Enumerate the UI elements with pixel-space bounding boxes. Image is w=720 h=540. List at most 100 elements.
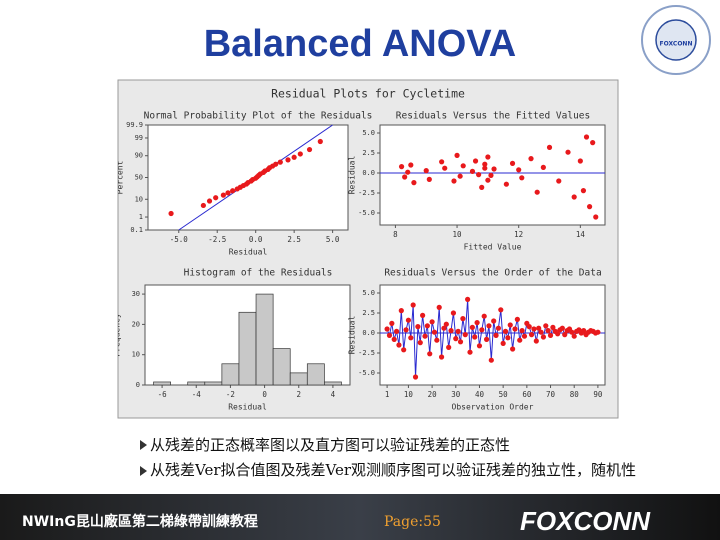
point	[479, 327, 485, 333]
bar	[238, 311, 257, 386]
y-tick-label: 0	[136, 381, 140, 389]
point	[583, 134, 590, 140]
point	[465, 296, 471, 302]
point	[528, 332, 535, 338]
x-tick-label: 1	[385, 390, 390, 399]
x-tick-label: 60	[522, 390, 532, 399]
point	[450, 310, 457, 316]
point	[200, 202, 206, 209]
point	[411, 180, 417, 186]
point	[457, 339, 464, 345]
point	[531, 326, 537, 332]
point	[488, 172, 494, 178]
x-tick-label: -4	[192, 390, 202, 399]
point	[565, 149, 571, 155]
point	[517, 337, 523, 343]
point	[482, 161, 488, 167]
point	[493, 332, 499, 338]
point	[571, 194, 577, 200]
slide-title: Balanced ANOVA	[204, 23, 517, 65]
point	[462, 332, 468, 338]
point	[415, 324, 421, 330]
point	[291, 154, 297, 160]
point	[403, 327, 409, 333]
y-tick-label: 30	[132, 290, 140, 298]
footer-page: Page:55	[384, 514, 441, 530]
point	[472, 334, 478, 340]
point	[393, 328, 400, 334]
point	[547, 332, 554, 338]
point	[512, 326, 518, 332]
x-tick-label: 2.5	[287, 235, 301, 244]
point	[595, 329, 601, 335]
y-tick-label: 0.1	[130, 226, 143, 234]
x-tick-label: 2	[296, 390, 301, 399]
point	[546, 144, 553, 150]
bullets: 从残差的正态概率图以及直方图可以验证残差的正态性 从残差Ver拟合值图及残差Ve…	[140, 436, 636, 479]
point	[528, 156, 534, 162]
bar	[255, 293, 274, 386]
point	[391, 336, 397, 342]
y-tick-label: 10	[132, 351, 140, 359]
x-tick-label: -2.5	[208, 235, 226, 244]
point	[507, 322, 513, 328]
chart: Residuals Versus the Order of the Data Ob…	[348, 268, 606, 412]
x-tick-label: -6	[158, 390, 168, 399]
point	[516, 167, 522, 173]
point	[509, 160, 516, 166]
point	[538, 329, 544, 335]
point	[434, 337, 440, 343]
point	[396, 342, 402, 348]
bullet-arrow	[140, 440, 147, 450]
point	[590, 140, 596, 146]
point	[485, 177, 491, 183]
point	[479, 184, 485, 190]
chart-title: Histogram of the Residuals	[184, 268, 333, 279]
point	[455, 328, 461, 334]
point	[446, 344, 452, 350]
point	[502, 328, 509, 334]
point	[550, 324, 556, 330]
figure-title: Residual Plots for Cycletime	[271, 87, 465, 101]
chart-title: Normal Probability Plot of the Residuals	[144, 111, 373, 122]
bar	[272, 348, 291, 386]
chart-title: Residuals Versus the Fitted Values	[396, 111, 590, 122]
plot-area	[147, 124, 349, 231]
point	[448, 328, 454, 334]
y-tick-label: 0.0	[362, 329, 375, 337]
point	[519, 328, 525, 334]
point	[543, 323, 549, 329]
y-axis-label: Residual	[348, 316, 357, 355]
point	[562, 332, 568, 338]
point	[483, 336, 490, 342]
x-tick-label: 4	[331, 390, 336, 399]
point	[389, 320, 395, 326]
chart: Residuals Versus the Fitted Values Fitted…	[348, 111, 606, 252]
chart-title: Residuals Versus the Order of the Data	[384, 268, 601, 279]
y-tick-label: 99	[135, 134, 143, 142]
logo-core	[655, 19, 697, 61]
point	[460, 163, 466, 169]
point	[451, 178, 457, 184]
x-tick-label: 40	[475, 390, 485, 399]
point	[420, 312, 426, 318]
point	[498, 307, 504, 313]
point	[441, 325, 447, 331]
x-tick-label: 10	[404, 390, 414, 399]
bar	[221, 363, 240, 386]
point	[569, 329, 575, 335]
y-tick-label: -5.0	[358, 209, 375, 217]
point	[453, 336, 459, 342]
point	[556, 178, 562, 184]
point	[410, 302, 416, 308]
point	[581, 328, 587, 334]
point	[230, 188, 236, 194]
x-tick-label: -5.0	[170, 235, 189, 244]
y-tick-label: 1	[139, 213, 143, 221]
logo: FOXCONN	[641, 5, 711, 75]
x-tick-label: 8	[393, 230, 398, 239]
footer-brand: FOXCONN	[520, 506, 651, 536]
footer-course: NWInG昆山廠區第二梯綠帶訓練教程	[22, 513, 258, 530]
point	[580, 188, 587, 194]
x-tick-label: 30	[451, 390, 461, 399]
